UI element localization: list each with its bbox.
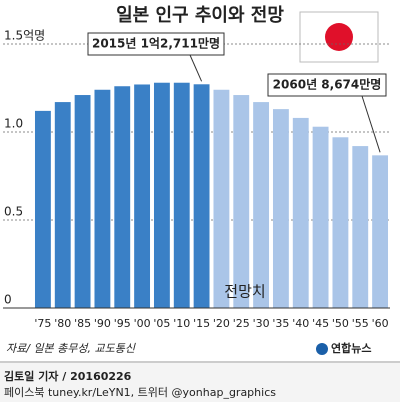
annotation: 전망치 bbox=[224, 283, 265, 301]
annotation-box bbox=[87, 32, 225, 56]
x-tick-label: '10 bbox=[173, 317, 190, 330]
bar bbox=[34, 110, 51, 308]
bar bbox=[134, 84, 151, 308]
annotation-box bbox=[267, 73, 387, 97]
x-tick-label: '05 bbox=[153, 317, 170, 330]
y-tick-label: 1.5억명 bbox=[4, 29, 45, 43]
x-tick-label: '35 bbox=[272, 317, 289, 330]
y-tick-label: 0.5 bbox=[4, 205, 23, 219]
bar bbox=[213, 89, 230, 308]
bar bbox=[292, 117, 309, 308]
x-tick-label: '50 bbox=[332, 317, 349, 330]
bar bbox=[272, 109, 289, 309]
x-tick-label: '15 bbox=[193, 317, 210, 330]
logo-icon bbox=[316, 343, 328, 355]
byline: 김토일 기자 / 20160226 bbox=[4, 369, 132, 383]
x-tick-label: '80 bbox=[54, 317, 71, 330]
x-tick-label: '20 bbox=[213, 317, 230, 330]
x-tick-label: '40 bbox=[292, 317, 309, 330]
x-tick-label: '90 bbox=[94, 317, 111, 330]
x-tick-label: '60 bbox=[372, 317, 389, 330]
annotation-arrow bbox=[189, 54, 203, 82]
x-tick-label: '25 bbox=[233, 317, 250, 330]
x-tick-label: '75 bbox=[34, 317, 51, 330]
x-tick-label: '85 bbox=[74, 317, 91, 330]
bar bbox=[173, 82, 190, 308]
bar bbox=[372, 155, 389, 308]
bar bbox=[352, 146, 369, 308]
x-tick-label: '55 bbox=[352, 317, 369, 330]
flag bbox=[299, 11, 379, 63]
bar bbox=[74, 95, 91, 308]
flag-sun bbox=[325, 23, 353, 51]
bar bbox=[233, 95, 250, 308]
bar bbox=[94, 89, 111, 308]
annotation-arrow bbox=[361, 95, 381, 153]
bar bbox=[312, 126, 329, 308]
bar bbox=[114, 86, 131, 309]
x-tick-label: '45 bbox=[312, 317, 329, 330]
bar bbox=[193, 84, 210, 308]
bar bbox=[54, 102, 71, 308]
footer-bg bbox=[0, 363, 400, 402]
annotation: 2060년 8,674만명 bbox=[273, 77, 382, 92]
y-tick-label: 1.0 bbox=[4, 117, 23, 131]
chart-title: 일본 인구 추이와 전망 bbox=[116, 5, 284, 26]
bar bbox=[332, 137, 349, 308]
social: 페이스북 tuney.kr/LeYN1, 트위터 @yonhap_graphic… bbox=[4, 386, 276, 399]
x-tick-label: '00 bbox=[134, 317, 151, 330]
annotation: 2015년 1억2,711만명 bbox=[92, 36, 220, 51]
y-tick-label: 0 bbox=[4, 293, 12, 307]
x-tick-label: '95 bbox=[114, 317, 131, 330]
x-tick-label: '30 bbox=[253, 317, 270, 330]
bar bbox=[253, 102, 270, 308]
logo: 연합뉴스 bbox=[331, 341, 371, 355]
bar bbox=[153, 82, 170, 308]
source: 자료/ 일본 총무성, 교도통신 bbox=[6, 342, 136, 355]
